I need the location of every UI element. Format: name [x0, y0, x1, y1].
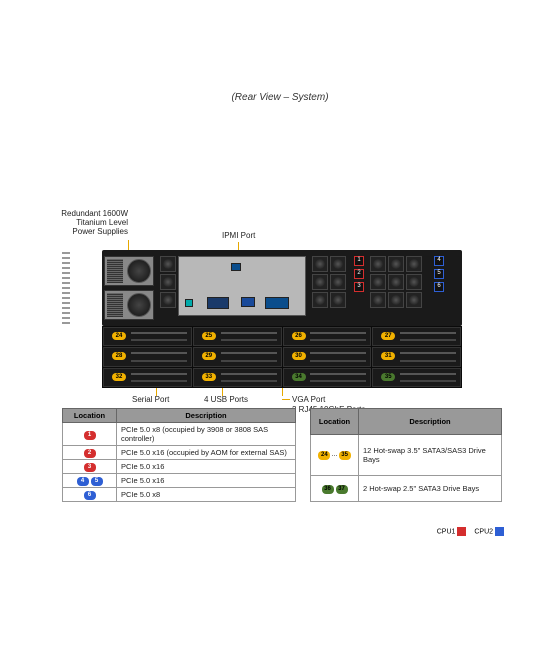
pcie-slot-5: 5 — [434, 269, 444, 279]
ipmi-port — [231, 263, 241, 271]
pcie-slot-2: 2 — [354, 269, 364, 279]
fan-column — [370, 256, 386, 316]
pcie-slot-4: 4 — [434, 256, 444, 266]
fan-column — [160, 256, 176, 316]
drive-bay: 26 — [283, 327, 372, 346]
th-location: Location — [63, 409, 117, 423]
drive-bay: 24 — [103, 327, 192, 346]
legend-item: CPU1 — [437, 527, 467, 536]
table-row: 3PCIe 5.0 x16 — [63, 460, 296, 474]
drive-bay: 29 — [193, 347, 282, 366]
drive-bay: 25 — [193, 327, 282, 346]
label-vga: VGA Port — [292, 396, 325, 405]
table-row: 36372 Hot-swap 2.5" SATA3 Drive Bays — [311, 476, 502, 502]
pcie-slot-6: 6 — [434, 282, 444, 292]
fan-column — [388, 256, 404, 316]
chassis-handle-left — [62, 252, 70, 324]
label-psu: Redundant 1600W Titanium Level Power Sup… — [58, 210, 128, 236]
usb-ports — [207, 297, 229, 309]
chassis-rear: 1 2 3 4 5 6 — [102, 250, 462, 326]
serial-port — [185, 299, 193, 307]
drive-bay: 33 — [193, 368, 282, 387]
drive-bay: 35 — [372, 368, 461, 387]
io-panel — [178, 256, 306, 316]
pcie-table: LocationDescription 1PCIe 5.0 x8 (occupi… — [62, 408, 296, 502]
callout-line — [282, 399, 290, 400]
psu-bay — [102, 250, 156, 326]
view-title: (Rear View – System) — [0, 92, 560, 103]
vga-port — [241, 297, 255, 307]
fan-column — [406, 256, 422, 316]
psu-1 — [104, 256, 154, 286]
bay-table: LocationDescription 24...3512 Hot-swap 3… — [310, 408, 502, 502]
label-ipmi: IPMI Port — [222, 232, 255, 241]
table-row: 6PCIe 5.0 x8 — [63, 488, 296, 502]
cpu-legend: CPU1 CPU2 — [437, 527, 504, 536]
drive-bay: 34 — [283, 368, 372, 387]
slot-col: 4 5 6 — [434, 256, 444, 316]
th-location: Location — [311, 409, 359, 435]
rj45-ports — [265, 297, 289, 309]
fan-column — [312, 256, 328, 316]
drive-bay: 30 — [283, 347, 372, 366]
table-row: 24...3512 Hot-swap 3.5" SATA3/SAS3 Drive… — [311, 434, 502, 476]
tables: LocationDescription 1PCIe 5.0 x8 (occupi… — [62, 408, 502, 502]
pcie-slot-3: 3 — [354, 282, 364, 292]
psu-2 — [104, 290, 154, 320]
pcie-slot-1: 1 — [354, 256, 364, 266]
drive-bay: 27 — [372, 327, 461, 346]
fan-column — [330, 256, 346, 316]
drive-bay: 28 — [103, 347, 192, 366]
label-usb: 4 USB Ports — [204, 396, 248, 405]
table-row: 2PCIe 5.0 x16 (occupied by AOM for exter… — [63, 446, 296, 460]
drive-bays: 24252627 28293031 32333435 — [102, 326, 462, 388]
label-serial: Serial Port — [132, 396, 169, 405]
drive-bay: 31 — [372, 347, 461, 366]
table-row: 1PCIe 5.0 x8 (occupied by 3908 or 3808 S… — [63, 423, 296, 446]
legend-item: CPU2 — [474, 527, 504, 536]
th-desc: Description — [117, 409, 296, 423]
drive-bay: 32 — [103, 368, 192, 387]
table-row: 45PCIe 5.0 x16 — [63, 474, 296, 488]
slot-col: 1 2 3 — [354, 256, 364, 316]
th-desc: Description — [359, 409, 502, 435]
